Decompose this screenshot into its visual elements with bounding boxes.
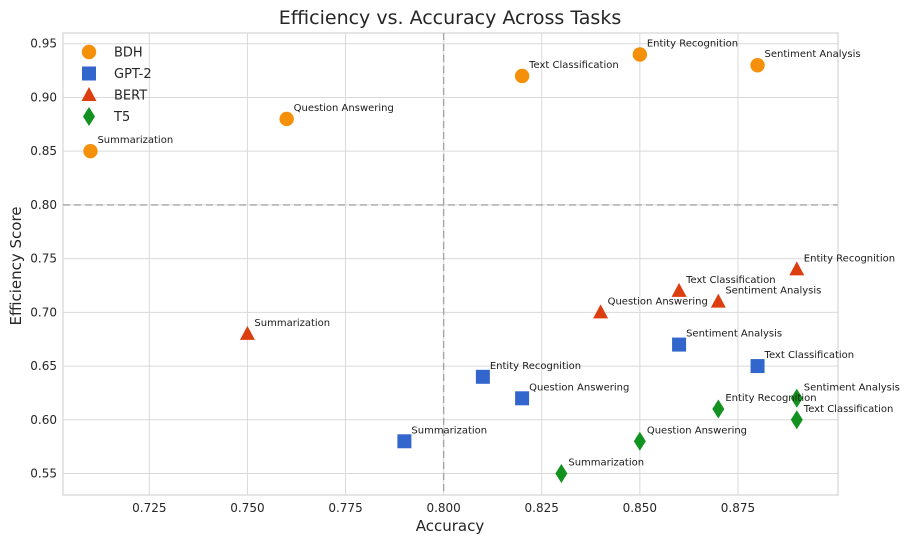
data-point [671, 282, 687, 297]
data-marks [83, 47, 805, 484]
x-tick-label: 0.850 [623, 501, 657, 515]
point-label: Text Classification [803, 404, 894, 415]
data-point [555, 464, 568, 484]
data-point [279, 111, 294, 127]
point-label: Sentiment Analysis [686, 329, 782, 340]
legend: BDH GPT-2 BERT T5 [81, 44, 152, 126]
data-point [633, 431, 646, 451]
x-tick-label: 0.825 [525, 501, 559, 515]
legend-marker [82, 66, 96, 81]
legend-label: T5 [113, 110, 130, 125]
data-point [750, 359, 765, 374]
series-t5 [555, 388, 803, 484]
y-tick-label: 0.95 [30, 37, 57, 51]
y-tick-label: 0.70 [30, 305, 57, 319]
y-axis-label: Efficiency Score [7, 206, 25, 325]
point-label: Entity Recognition [647, 38, 738, 49]
y-axis-ticks: 0.55 0.60 0.65 0.70 0.75 0.80 0.85 0.90 0.95 [30, 37, 57, 481]
data-point [710, 293, 726, 308]
data-point [515, 391, 530, 406]
reference-lines [63, 33, 838, 495]
x-tick-label: 0.750 [230, 501, 264, 515]
legend-marker [83, 107, 95, 126]
point-label: Question Answering [647, 425, 747, 436]
series-bert [239, 261, 805, 340]
grid-lines [63, 33, 838, 495]
x-tick-label: 0.800 [426, 501, 460, 515]
data-point [790, 388, 803, 408]
point-label: Summarization [568, 458, 644, 469]
series-gpt-2 [397, 337, 765, 449]
data-point [475, 369, 490, 384]
legend-marker [81, 87, 97, 101]
x-axis-label: Accuracy [416, 517, 485, 535]
chart-title: Efficiency vs. Accuracy Across Tasks [279, 7, 621, 29]
y-tick-label: 0.65 [30, 359, 57, 373]
point-label: Question Answering [608, 296, 708, 307]
legend-label: BDH [114, 46, 143, 61]
point-label: Entity Recognition [804, 253, 895, 264]
point-label: Text Classification [764, 350, 855, 361]
point-annotations: Summarization Question Answering Text Clas… [97, 38, 899, 468]
x-tick-label: 0.775 [328, 501, 362, 515]
legend-label: BERT [114, 89, 147, 104]
point-label: Summarization [254, 318, 330, 329]
plot-area: Summarization Question Answering Text Clas… [62, 32, 900, 496]
data-point [239, 325, 255, 340]
point-label: Sentiment Analysis [765, 49, 861, 60]
legend-label: GPT-2 [114, 67, 152, 82]
data-point [593, 304, 609, 319]
data-point [83, 143, 98, 159]
y-tick-label: 0.80 [30, 198, 57, 212]
point-label: Question Answering [529, 382, 629, 393]
point-label: Sentiment Analysis [804, 382, 900, 393]
data-point [632, 47, 648, 62]
x-tick-label: 0.725 [132, 501, 166, 515]
point-label: Entity Recognition [725, 393, 816, 404]
data-point [789, 261, 805, 276]
series-bdh [83, 47, 765, 159]
data-point [514, 68, 530, 84]
y-tick-label: 0.85 [30, 144, 57, 158]
legend-marker [81, 44, 97, 60]
y-tick-label: 0.90 [30, 90, 57, 104]
x-tick-label: 0.875 [721, 501, 755, 515]
plot-background [62, 32, 839, 496]
data-point [712, 399, 725, 419]
point-label: Summarization [97, 135, 173, 146]
y-tick-label: 0.75 [30, 252, 57, 266]
y-tick-label: 0.55 [30, 467, 57, 481]
point-label: Text Classification [685, 275, 776, 286]
data-point [750, 58, 765, 73]
point-label: Summarization [411, 425, 487, 436]
point-label: Text Classification [528, 60, 619, 71]
point-label: Question Answering [294, 103, 394, 114]
data-point [397, 434, 412, 449]
data-point [790, 410, 803, 430]
data-point [672, 337, 687, 352]
x-axis-ticks: 0.725 0.750 0.775 0.800 0.825 0.850 0.875 [132, 501, 755, 515]
point-label: Sentiment Analysis [725, 286, 821, 297]
y-tick-label: 0.60 [30, 413, 57, 427]
point-label: Entity Recognition [490, 361, 581, 372]
